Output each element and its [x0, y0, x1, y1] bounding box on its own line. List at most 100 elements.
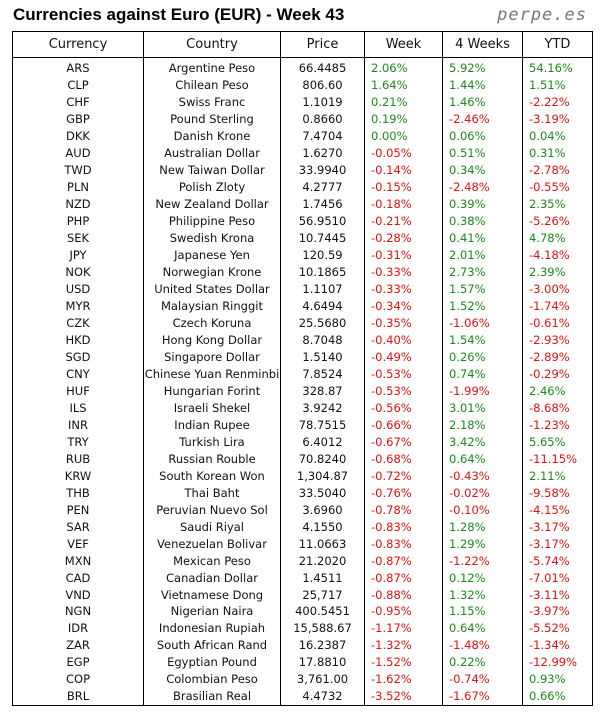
table-row: PHP Philippine Peso 56.9510 -0.21% 0.38% -5.2…: [12, 212, 593, 230]
table-row: TRY Turkish Lira 6.4012 -0.67% 3.42% 5.65%: [12, 433, 593, 451]
four-weeks-change-cell: 0.51%: [442, 144, 523, 162]
four-weeks-change-cell: 0.12%: [442, 569, 523, 587]
price-cell: 10.7445: [280, 229, 365, 247]
ytd-change-cell: 0.93%: [522, 670, 593, 688]
country-cell: Israeli Shekel: [143, 399, 281, 417]
ytd-change-cell: -2.93%: [522, 331, 593, 349]
four-weeks-change-cell: 0.64%: [442, 619, 523, 637]
four-weeks-change-cell: 0.34%: [442, 161, 523, 179]
price-cell: 56.9510: [280, 212, 365, 230]
ytd-change-cell: -3.17%: [522, 535, 593, 553]
country-cell: Polish Zloty: [143, 178, 281, 196]
price-cell: 4.4732: [280, 687, 365, 706]
column-header-country: Country: [143, 31, 281, 58]
price-cell: 8.7048: [280, 331, 365, 349]
country-cell: Czech Koruna: [143, 314, 281, 332]
week-change-cell: -0.28%: [364, 229, 443, 247]
week-change-cell: -0.83%: [364, 535, 443, 553]
price-cell: 3,761.00: [280, 670, 365, 688]
currency-code-cell: MXN: [12, 552, 144, 570]
currency-code-cell: CAD: [12, 569, 144, 587]
ytd-change-cell: -1.74%: [522, 297, 593, 315]
table-row: USD United States Dollar 1.1107 -0.33% 1.57%…: [12, 280, 593, 298]
price-cell: 4.1550: [280, 518, 365, 536]
currency-code-cell: AUD: [12, 144, 144, 162]
currency-code-cell: PLN: [12, 178, 144, 196]
currency-code-cell: IDR: [12, 619, 144, 637]
currency-code-cell: KRW: [12, 467, 144, 485]
price-cell: 11.0663: [280, 535, 365, 553]
price-cell: 328.87: [280, 382, 365, 400]
country-cell: South Korean Won: [143, 467, 281, 485]
column-header-currency: Currency: [12, 31, 144, 58]
four-weeks-change-cell: 0.39%: [442, 195, 523, 213]
ytd-change-cell: -5.74%: [522, 552, 593, 570]
price-cell: 17.8810: [280, 653, 365, 671]
ytd-change-cell: 0.04%: [522, 127, 593, 145]
currency-code-cell: TWD: [12, 161, 144, 179]
country-cell: Japanese Yen: [143, 246, 281, 264]
column-header-4-weeks: 4 Weeks: [442, 31, 523, 58]
currency-code-cell: GBP: [12, 110, 144, 128]
currency-code-cell: NOK: [12, 263, 144, 281]
table-row: IDR Indonesian Rupiah 15,588.67 -1.17% 0.64%…: [12, 619, 593, 637]
four-weeks-change-cell: 1.32%: [442, 586, 523, 603]
week-change-cell: -0.21%: [364, 212, 443, 230]
price-cell: 70.8240: [280, 450, 365, 468]
country-cell: Chinese Yuan Renminbi: [143, 365, 281, 383]
week-change-cell: -3.52%: [364, 687, 443, 706]
ytd-change-cell: -11.15%: [522, 450, 593, 468]
ytd-change-cell: -2.89%: [522, 348, 593, 366]
four-weeks-change-cell: -1.06%: [442, 314, 523, 332]
price-cell: 806.60: [280, 76, 365, 94]
country-cell: Norwegian Krone: [143, 263, 281, 281]
table-row: HUF Hungarian Forint 328.87 -0.53% -1.99% 2.4…: [12, 382, 593, 400]
currency-code-cell: COP: [12, 670, 144, 688]
four-weeks-change-cell: 2.01%: [442, 246, 523, 264]
four-weeks-change-cell: 1.54%: [442, 331, 523, 349]
ytd-change-cell: -7.01%: [522, 569, 593, 587]
ytd-change-cell: 0.31%: [522, 144, 593, 162]
price-cell: 66.4485: [280, 57, 365, 77]
table-row: SGD Singapore Dollar 1.5140 -0.49% 0.26% -2.8…: [12, 348, 593, 366]
four-weeks-change-cell: 0.64%: [442, 450, 523, 468]
four-weeks-change-cell: 1.52%: [442, 297, 523, 315]
week-change-cell: 1.64%: [364, 76, 443, 94]
week-change-cell: -0.14%: [364, 161, 443, 179]
table-row: ILS Israeli Shekel 3.9242 -0.56% 3.01% -8.68%: [12, 399, 593, 417]
week-change-cell: -0.68%: [364, 450, 443, 468]
four-weeks-change-cell: 3.01%: [442, 399, 523, 417]
ytd-change-cell: 2.35%: [522, 195, 593, 213]
country-cell: Colombian Peso: [143, 670, 281, 688]
week-change-cell: -0.15%: [364, 178, 443, 196]
week-change-cell: -0.87%: [364, 552, 443, 570]
country-cell: Swiss Franc: [143, 93, 281, 111]
price-cell: 21.2020: [280, 552, 365, 570]
table-row: VEF Venezuelan Bolivar 11.0663 -0.83% 1.29% -…: [12, 535, 593, 553]
week-change-cell: -0.53%: [364, 365, 443, 383]
week-change-cell: -1.52%: [364, 653, 443, 671]
ytd-change-cell: 1.51%: [522, 76, 593, 94]
price-cell: 0.8660: [280, 110, 365, 128]
currency-code-cell: EGP: [12, 653, 144, 671]
four-weeks-change-cell: 0.06%: [442, 127, 523, 145]
table-row: PLN Polish Zloty 4.2777 -0.15% -2.48% -0.55%: [12, 178, 593, 196]
week-change-cell: -0.87%: [364, 569, 443, 587]
currency-code-cell: USD: [12, 280, 144, 298]
table-row: EGP Egyptian Pound 17.8810 -1.52% 0.22% -12.9…: [12, 653, 593, 671]
ytd-change-cell: -4.15%: [522, 501, 593, 519]
price-cell: 1,304.87: [280, 467, 365, 485]
currency-code-cell: DKK: [12, 127, 144, 145]
ytd-change-cell: -1.23%: [522, 416, 593, 434]
currency-code-cell: CZK: [12, 314, 144, 332]
currency-code-cell: ZAR: [12, 636, 144, 654]
week-change-cell: -0.34%: [364, 297, 443, 315]
price-cell: 7.8524: [280, 365, 365, 383]
ytd-change-cell: -4.18%: [522, 246, 593, 264]
country-cell: Venezuelan Bolivar: [143, 535, 281, 553]
country-cell: Australian Dollar: [143, 144, 281, 162]
price-cell: 78.7515: [280, 416, 365, 434]
country-cell: Indian Rupee: [143, 416, 281, 434]
price-cell: 7.4704: [280, 127, 365, 145]
price-cell: 3.9242: [280, 399, 365, 417]
